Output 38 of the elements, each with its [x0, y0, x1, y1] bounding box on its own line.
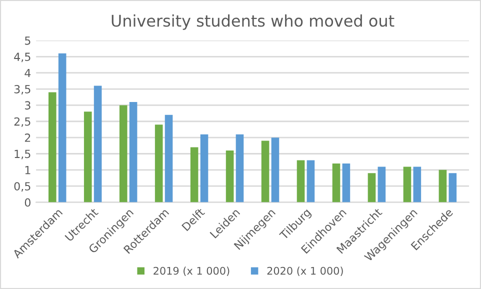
bar	[271, 138, 280, 202]
bar	[342, 163, 350, 202]
bar	[129, 102, 138, 202]
bar	[164, 114, 173, 202]
bar	[84, 112, 92, 202]
bar	[154, 124, 163, 202]
y-tick-label: 0,5	[14, 182, 30, 192]
y-tick-label: 2,5	[14, 117, 30, 127]
bar	[200, 134, 208, 202]
bar	[58, 53, 66, 202]
bar	[190, 147, 198, 202]
y-tick-label: 0	[24, 198, 30, 207]
bar	[448, 173, 457, 202]
y-tick-label: 4	[24, 68, 31, 78]
y-tick-label: 3,5	[14, 84, 30, 95]
y-tick-label: 1	[25, 166, 30, 174]
bar	[94, 86, 102, 202]
legend-label: 2020 (x 1 000)	[267, 266, 343, 276]
bar	[306, 160, 315, 202]
bar	[48, 92, 56, 202]
y-tick-label: 5	[25, 36, 30, 45]
bar	[261, 140, 270, 202]
y-tick-label: 4,5	[14, 52, 30, 62]
y-tick-label: 1,5	[14, 150, 30, 160]
bar	[438, 170, 447, 202]
chart-title: University students who moved out	[112, 14, 394, 30]
bar	[368, 173, 376, 202]
bar	[378, 166, 386, 202]
bar	[236, 134, 244, 202]
legend-label: 2019 (x 1 000)	[154, 266, 230, 276]
bar	[413, 166, 422, 202]
bar	[403, 166, 412, 202]
bar	[226, 150, 234, 202]
bar	[296, 160, 305, 202]
bar	[119, 105, 128, 202]
bar	[332, 163, 340, 202]
y-tick-label: 3	[24, 101, 30, 110]
y-tick-label: 2	[24, 134, 30, 142]
